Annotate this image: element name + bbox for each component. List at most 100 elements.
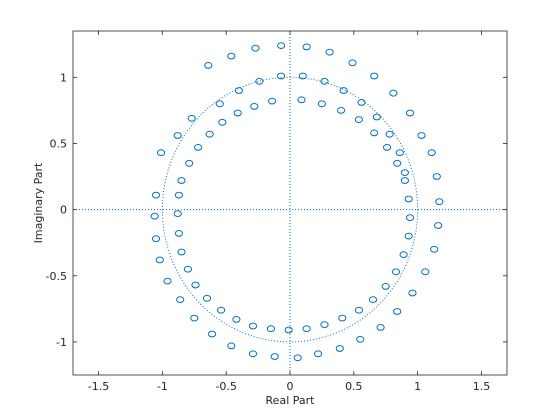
y-tick-label: -0.5 — [46, 270, 67, 283]
point-marker — [183, 265, 192, 273]
point-marker — [354, 306, 363, 314]
x-tick-label: -1 — [157, 380, 168, 393]
point-marker — [376, 324, 385, 331]
point-marker — [434, 222, 443, 229]
x-tick-label: -1.5 — [88, 380, 109, 393]
point-marker — [251, 44, 260, 52]
point-marker — [395, 149, 404, 157]
reference-lines — [73, 31, 507, 375]
x-axis-label: Real Part — [266, 394, 316, 407]
point-marker — [250, 103, 259, 110]
point-marker — [215, 100, 224, 108]
point-marker — [187, 114, 196, 122]
point-marker — [268, 97, 277, 105]
point-marker — [404, 232, 413, 240]
point-marker — [227, 342, 236, 350]
y-axis-label: Imaginary Part — [32, 162, 45, 243]
point-marker — [234, 87, 243, 94]
point-marker — [389, 89, 398, 97]
point-marker — [157, 149, 166, 157]
point-marker — [297, 96, 306, 104]
point-marker — [151, 191, 161, 199]
point-marker — [227, 52, 236, 60]
point-marker — [302, 43, 311, 51]
point-marker — [191, 281, 200, 289]
point-marker — [293, 354, 302, 362]
point-marker — [248, 350, 258, 358]
point-marker — [298, 72, 307, 80]
point-marker — [400, 169, 409, 177]
point-marker — [325, 48, 334, 56]
y-tick-label: 0.5 — [50, 137, 68, 150]
data-markers — [150, 42, 444, 362]
x-tick-label: 0.5 — [345, 380, 363, 393]
point-marker — [217, 306, 226, 314]
y-tick-label: -1 — [56, 336, 67, 349]
point-marker — [174, 230, 183, 237]
point-marker — [190, 314, 199, 322]
x-tick-label: -0.5 — [215, 380, 236, 393]
point-marker — [339, 87, 348, 94]
point-marker — [317, 100, 326, 108]
point-marker — [393, 308, 402, 315]
point-marker — [405, 109, 415, 117]
point-marker — [208, 330, 217, 338]
point-marker — [417, 132, 426, 139]
point-marker — [218, 118, 227, 126]
x-tick-label: 1 — [414, 380, 421, 393]
point-marker — [368, 296, 378, 304]
point-marker — [177, 248, 186, 256]
point-marker — [233, 109, 242, 117]
y-tick-label: 1 — [60, 71, 67, 84]
point-marker — [408, 289, 417, 297]
point-marker — [302, 325, 311, 333]
point-marker — [335, 345, 344, 352]
point-marker — [320, 77, 329, 85]
point-marker — [204, 62, 213, 69]
point-marker — [435, 198, 444, 206]
point-marker — [266, 325, 275, 333]
axis-ticks: -1.5 -1 -0.5 0 0.5 1 1.5 -1 -0.5 0 0.5 1 — [46, 31, 507, 393]
point-marker — [277, 72, 286, 80]
point-marker — [393, 159, 402, 167]
point-marker — [382, 144, 392, 151]
point-marker — [405, 214, 415, 222]
point-marker — [372, 113, 381, 121]
point-marker — [370, 129, 379, 137]
point-marker — [338, 314, 347, 322]
point-marker — [354, 116, 363, 123]
point-marker — [202, 294, 212, 302]
point-marker — [173, 210, 182, 218]
point-marker — [391, 268, 400, 276]
point-marker — [177, 177, 186, 184]
point-marker — [400, 177, 409, 184]
point-marker — [427, 149, 436, 157]
point-marker — [356, 335, 365, 343]
point-marker — [399, 251, 408, 259]
point-marker — [270, 353, 279, 360]
y-tick-label: 0 — [60, 204, 67, 217]
point-marker — [173, 132, 182, 139]
point-marker — [421, 268, 430, 276]
point-marker — [314, 350, 323, 358]
point-marker — [370, 72, 379, 80]
point-marker — [163, 277, 172, 285]
point-marker — [277, 42, 286, 49]
point-marker — [185, 159, 194, 167]
point-marker — [385, 130, 394, 138]
point-marker — [205, 130, 214, 138]
point-marker — [404, 195, 413, 203]
point-marker — [432, 173, 441, 180]
point-marker — [248, 322, 258, 330]
point-marker — [348, 59, 357, 67]
point-marker — [174, 191, 183, 199]
point-marker — [430, 245, 439, 253]
point-marker — [151, 235, 161, 243]
point-marker — [320, 321, 329, 329]
point-marker — [255, 77, 264, 85]
point-marker — [381, 283, 390, 290]
point-marker — [176, 296, 185, 304]
point-marker — [284, 326, 293, 334]
point-marker — [150, 212, 159, 220]
